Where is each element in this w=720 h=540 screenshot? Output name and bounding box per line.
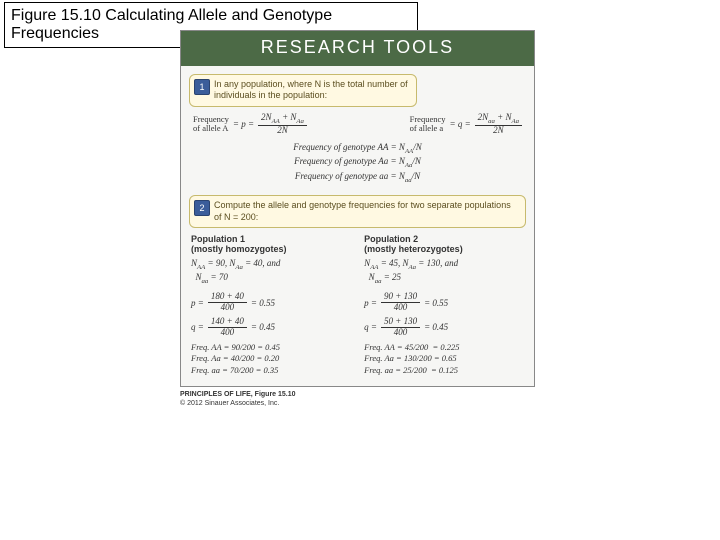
callout-1-text: In any population, where N is the total … [214,79,408,100]
pop2-p-val: = 0.55 [424,298,448,308]
callout-2-number: 2 [194,200,210,216]
population-2: Population 2 (mostly heterozygotes) NAA … [364,234,524,376]
freq-A-fraction: 2NAA + NAa 2N [258,113,307,136]
pop1-freq-aa: Freq. aa = 70/200 = 0.35 [191,365,351,376]
pop2-freq-AA: Freq. AA = 45/200 = 0.225 [364,342,524,353]
pop1-subtitle: (mostly homozygotes) [191,244,287,254]
callout-1: 1 In any population, where N is the tota… [189,74,417,107]
pop1-q-row: q = 140 + 40 400 = 0.45 [191,317,351,338]
allele-freq-formulas: Frequency of allele A = p = 2NAA + NAa 2… [193,113,522,136]
freq-a-label: Frequency of allele a [410,115,446,134]
pop1-title: Population 1 [191,234,245,244]
callout-1-number: 1 [194,79,210,95]
freq-A-denominator: 2N [274,126,291,136]
figure-credits: PRINCIPLES OF LIFE, Figure 15.10 © 2012 … [180,391,535,408]
pop1-q-left: q = [191,322,204,332]
genotype-aa: Frequency of genotype aa = Naa/N [189,171,526,186]
pop2-header: Population 2 (mostly heterozygotes) [364,234,524,255]
pop2-q-row: q = 50 + 130 400 = 0.45 [364,317,524,338]
pop1-p-val: = 0.55 [251,298,275,308]
freq-a-label-line2: of allele a [410,123,444,133]
pop2-q-left: q = [364,322,377,332]
panel-header: RESEARCH TOOLS [181,31,534,66]
credit-line2: © 2012 Sinauer Associates, Inc. [180,400,279,407]
freq-a-fraction: 2Naa + NAa 2N [475,113,522,136]
freq-A-numerator: 2NAA + NAa [258,113,307,126]
pop1-freq-AA: Freq. AA = 90/200 = 0.45 [191,342,351,353]
freq-A-eq: = p = [233,119,254,129]
freq-A-label: Frequency of allele A [193,115,229,134]
genotype-Aa: Frequency of genotype Aa = NAa/N [189,156,526,171]
pop1-genotype-freqs: Freq. AA = 90/200 = 0.45 Freq. Aa = 40/2… [191,342,351,376]
pop1-header: Population 1 (mostly homozygotes) [191,234,351,255]
pop2-p-bot: 400 [391,303,411,313]
pop1-q-bot: 400 [218,328,238,338]
figure-container: RESEARCH TOOLS 1 In any population, wher… [180,30,535,408]
pop2-genotype-freqs: Freq. AA = 45/200 = 0.225 Freq. Aa = 130… [364,342,524,376]
pop1-p-row: p = 180 + 40 400 = 0.55 [191,292,351,313]
panel-body: 1 In any population, where N is the tota… [181,66,534,386]
pop2-title: Population 2 [364,234,418,244]
freq-a-denominator: 2N [490,126,507,136]
pop1-p-left: p = [191,298,204,308]
freq-a-numerator: 2Naa + NAa [475,113,522,126]
pop1-counts: NAA = 90, NAa = 40, and Naa = 70 [191,258,351,286]
population-1: Population 1 (mostly homozygotes) NAA = … [191,234,351,376]
freq-A-label-line2: of allele A [193,123,228,133]
pop2-q-val: = 0.45 [424,322,448,332]
freq-a-eq: = q = [450,119,471,129]
pop1-p-frac: 180 + 40 400 [208,292,247,313]
pop2-p-left: p = [364,298,377,308]
pop2-freq-aa: Freq. aa = 25/200 = 0.125 [364,365,524,376]
genotype-AA: Frequency of genotype AA = NAA/N [189,142,526,157]
pop1-q-val: = 0.45 [251,322,275,332]
pop2-subtitle: (mostly heterozygotes) [364,244,463,254]
pop2-counts: NAA = 45, NAa = 130, and Naa = 25 [364,258,524,286]
populations-row: Population 1 (mostly homozygotes) NAA = … [191,234,524,376]
freq-A-block: Frequency of allele A = p = 2NAA + NAa 2… [193,113,307,136]
callout-2-text: Compute the allele and genotype frequenc… [214,200,511,221]
pop1-freq-Aa: Freq. Aa = 40/200 = 0.20 [191,353,351,364]
genotype-freq-list: Frequency of genotype AA = NAA/N Frequen… [189,142,526,186]
credit-line1: PRINCIPLES OF LIFE, Figure 15.10 [180,391,296,398]
pop2-freq-Aa: Freq. Aa = 130/200 = 0.65 [364,353,524,364]
pop2-p-frac: 90 + 130 400 [381,292,420,313]
pop2-p-row: p = 90 + 130 400 = 0.55 [364,292,524,313]
pop2-q-bot: 400 [391,328,411,338]
callout-2: 2 Compute the allele and genotype freque… [189,195,526,228]
pop2-q-frac: 50 + 130 400 [381,317,420,338]
pop1-q-frac: 140 + 40 400 [208,317,247,338]
freq-a-block: Frequency of allele a = q = 2Naa + NAa 2… [410,113,522,136]
pop1-p-bot: 400 [218,303,238,313]
research-tools-panel: RESEARCH TOOLS 1 In any population, wher… [180,30,535,387]
